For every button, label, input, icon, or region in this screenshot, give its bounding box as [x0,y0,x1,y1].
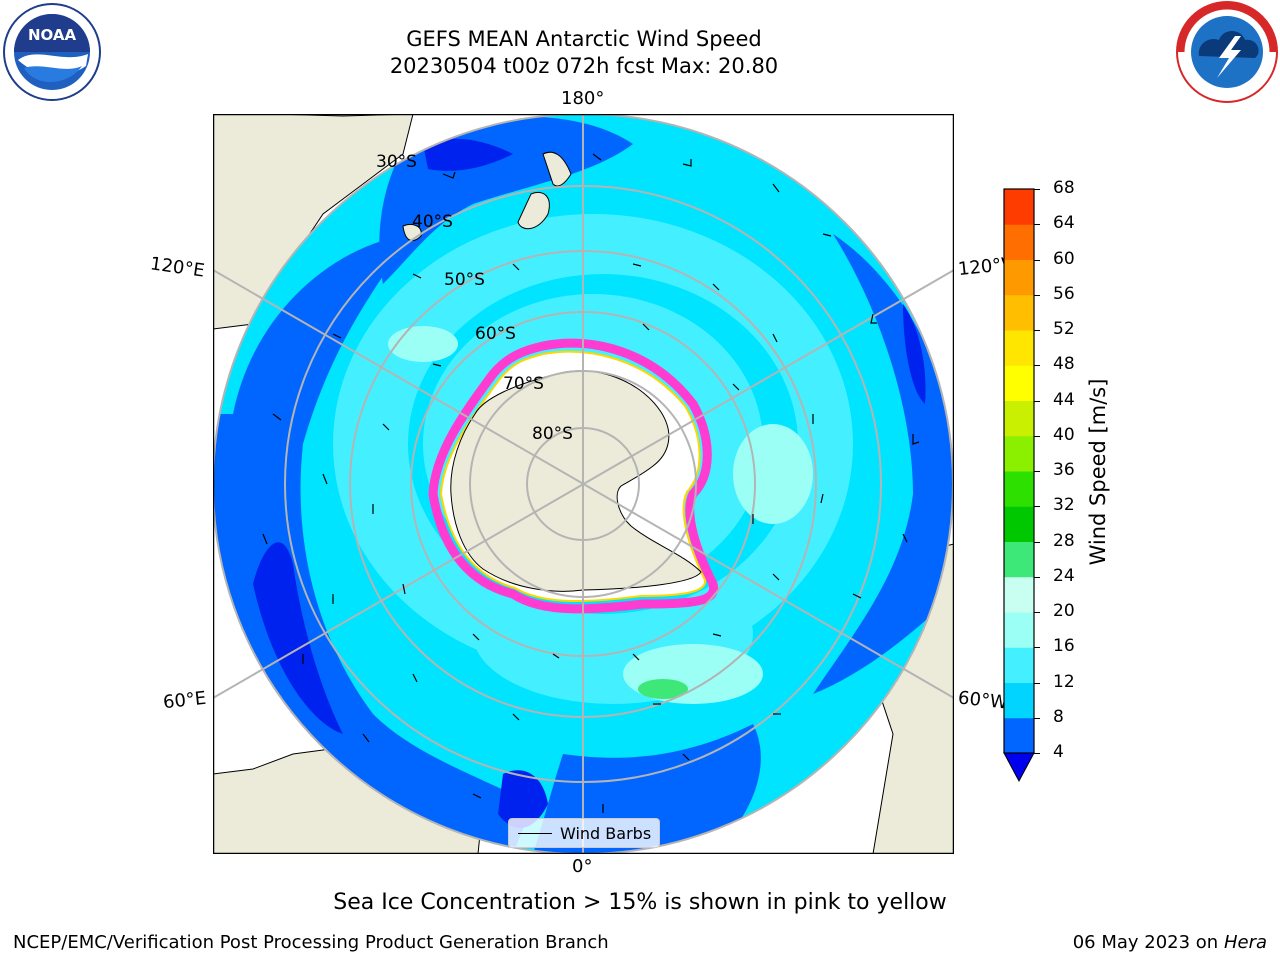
colorbar-tick-mark [1034,400,1040,402]
colorbar-tick-label: 68 [1053,178,1075,198]
map-title: GEFS MEAN Antarctic Wind Speed [406,27,762,51]
footer-date: 06 May 2023 on [1072,932,1219,953]
colorbar-tick-mark [1034,189,1040,190]
lat-label-60s: 60°S [475,324,516,344]
colorbar-underflow-arrow [1003,752,1035,783]
colorbar-tick-mark [1034,682,1040,684]
colorbar-tick-mark [1034,435,1040,437]
colorbar-tick-mark [1034,365,1040,367]
nws-logo-icon [1176,1,1278,103]
colorbar-title: Wind Speed [m/s] [1086,378,1110,566]
colorbar-tick-mark [1034,471,1040,472]
colorbar-tick-mark [1034,259,1040,261]
lon-label-60e: 60°E [162,687,208,714]
colorbar-segment [1004,682,1034,719]
colorbar-tick-label: 52 [1053,319,1075,339]
colorbar-tick-label: 40 [1053,424,1075,445]
colorbar-tick-mark [1034,294,1040,296]
colorbar-tick-label: 60 [1053,248,1075,269]
colorbar-segment [1004,330,1034,366]
colorbar-tick-mark [1034,717,1040,719]
colorbar-tick-label: 56 [1053,283,1075,304]
new-zealand-land [517,151,572,230]
noaa-logo-icon: NOAA [3,3,101,101]
sea-ice-edge [428,338,719,614]
colorbar-tick-label: 44 [1053,389,1075,410]
lon-label-0: 0° [572,856,593,877]
lat-label-30s: 30°S [376,152,417,172]
wind-barbs [262,153,920,813]
colorbar-segment [1004,717,1034,754]
colorbar-tick-label: 12 [1053,671,1075,692]
colorbar-segment [1004,612,1034,648]
colorbar-tick-mark [1034,330,1040,331]
lat-label-80s: 80°S [532,424,573,444]
colorbar-segment [1004,224,1034,260]
legend-label: Wind Barbs [560,823,652,843]
map-subtitle: 20230504 t00z 072h fcst Max: 20.80 [389,54,779,78]
colorbar-segment [1004,259,1034,296]
colorbar-segment [1004,647,1034,683]
antarctica-land [450,370,702,592]
lat-label-70s: 70°S [503,374,544,394]
longitude-gridlines [213,114,954,854]
colorbar-tick-label: 36 [1053,460,1075,480]
colorbar-tick-mark [1034,576,1040,578]
colorbar-tick-mark [1034,612,1040,613]
noaa-logo-text: NOAA [28,26,77,44]
antarctic-wind-map [213,114,954,854]
colorbar-tick-label: 28 [1053,530,1075,551]
colorbar-segment [1004,365,1034,401]
colorbar-segment [1004,576,1034,613]
wind-speed-colorbar [1003,188,1035,783]
colorbar-tick-label: 48 [1053,354,1075,375]
colorbar-segment [1004,506,1034,542]
colorbar-segment [1004,294,1034,331]
colorbar-tick-mark [1034,541,1040,543]
colorbar-tick-label: 16 [1053,636,1075,657]
colorbar-tick-label: 4 [1053,742,1064,762]
colorbar-tick-mark [1034,506,1040,508]
sea-ice-note: Sea Ice Concentration > 15% is shown in … [333,890,947,915]
footer-host: Hera [1223,932,1267,953]
colorbar-tick-label: 24 [1053,565,1075,586]
colorbar-segment [1004,435,1034,472]
lon-label-60w: 60°W [957,687,1009,714]
colorbar-tick-mark [1034,647,1040,649]
colorbar-segment [1004,189,1034,225]
map-border [213,114,954,854]
wind-barb-legend-icon [518,832,552,834]
colorbar-segment [1004,541,1034,578]
colorbar-tick-label: 64 [1053,213,1075,234]
lon-label-120e: 120°E [148,253,206,282]
lon-label-180: 180° [561,88,605,109]
colorbar-segment [1004,400,1034,437]
colorbar-tick-label: 20 [1053,601,1075,621]
colorbar-tick-label: 32 [1053,495,1075,516]
lat-label-40s: 40°S [412,212,453,232]
colorbar-tick-label: 8 [1053,706,1064,727]
footer-branch: NCEP/EMC/Verification Post Processing Pr… [13,932,609,953]
colorbar-tick-mark [1034,224,1040,226]
footer-date-host: 06 May 2023 on Hera [1073,932,1267,953]
colorbar-tick-mark [1034,753,1040,754]
map-legend: Wind Barbs [508,818,660,848]
colorbar-segment [1004,471,1034,507]
lat-label-50s: 50°S [444,270,485,290]
